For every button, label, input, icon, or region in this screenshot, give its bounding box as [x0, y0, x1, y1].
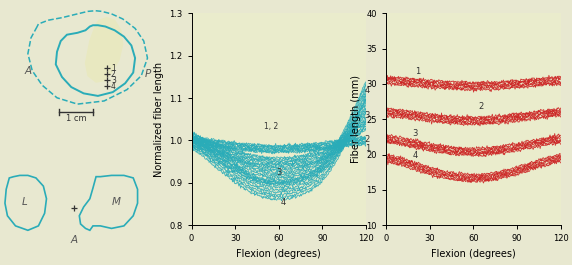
Text: 4: 4 — [281, 198, 286, 207]
Text: 1: 1 — [415, 67, 421, 76]
Text: L: L — [22, 197, 27, 207]
Text: A: A — [71, 235, 78, 245]
Text: 1 cm: 1 cm — [66, 114, 86, 123]
Text: 2: 2 — [111, 70, 116, 79]
Text: 4: 4 — [111, 82, 116, 91]
Text: 3: 3 — [412, 129, 418, 138]
Y-axis label: Fiber length (mm): Fiber length (mm) — [351, 75, 361, 163]
Text: 3: 3 — [276, 168, 281, 177]
X-axis label: Flexion (degrees): Flexion (degrees) — [431, 249, 516, 259]
Text: 1: 1 — [364, 144, 370, 153]
Text: 1, 2: 1, 2 — [264, 122, 279, 131]
Text: 1: 1 — [111, 64, 116, 73]
Text: 3: 3 — [111, 76, 116, 85]
Text: M: M — [112, 197, 121, 207]
Text: A: A — [25, 66, 31, 76]
X-axis label: Flexion (degrees): Flexion (degrees) — [236, 249, 321, 259]
Text: 4: 4 — [412, 152, 418, 161]
Polygon shape — [86, 18, 122, 82]
Text: P: P — [144, 69, 150, 80]
Text: 4: 4 — [364, 86, 370, 95]
Text: 2: 2 — [478, 102, 483, 111]
Y-axis label: Normalized fiber length: Normalized fiber length — [154, 62, 164, 177]
Text: 3: 3 — [364, 111, 370, 120]
Text: 2: 2 — [364, 135, 370, 144]
